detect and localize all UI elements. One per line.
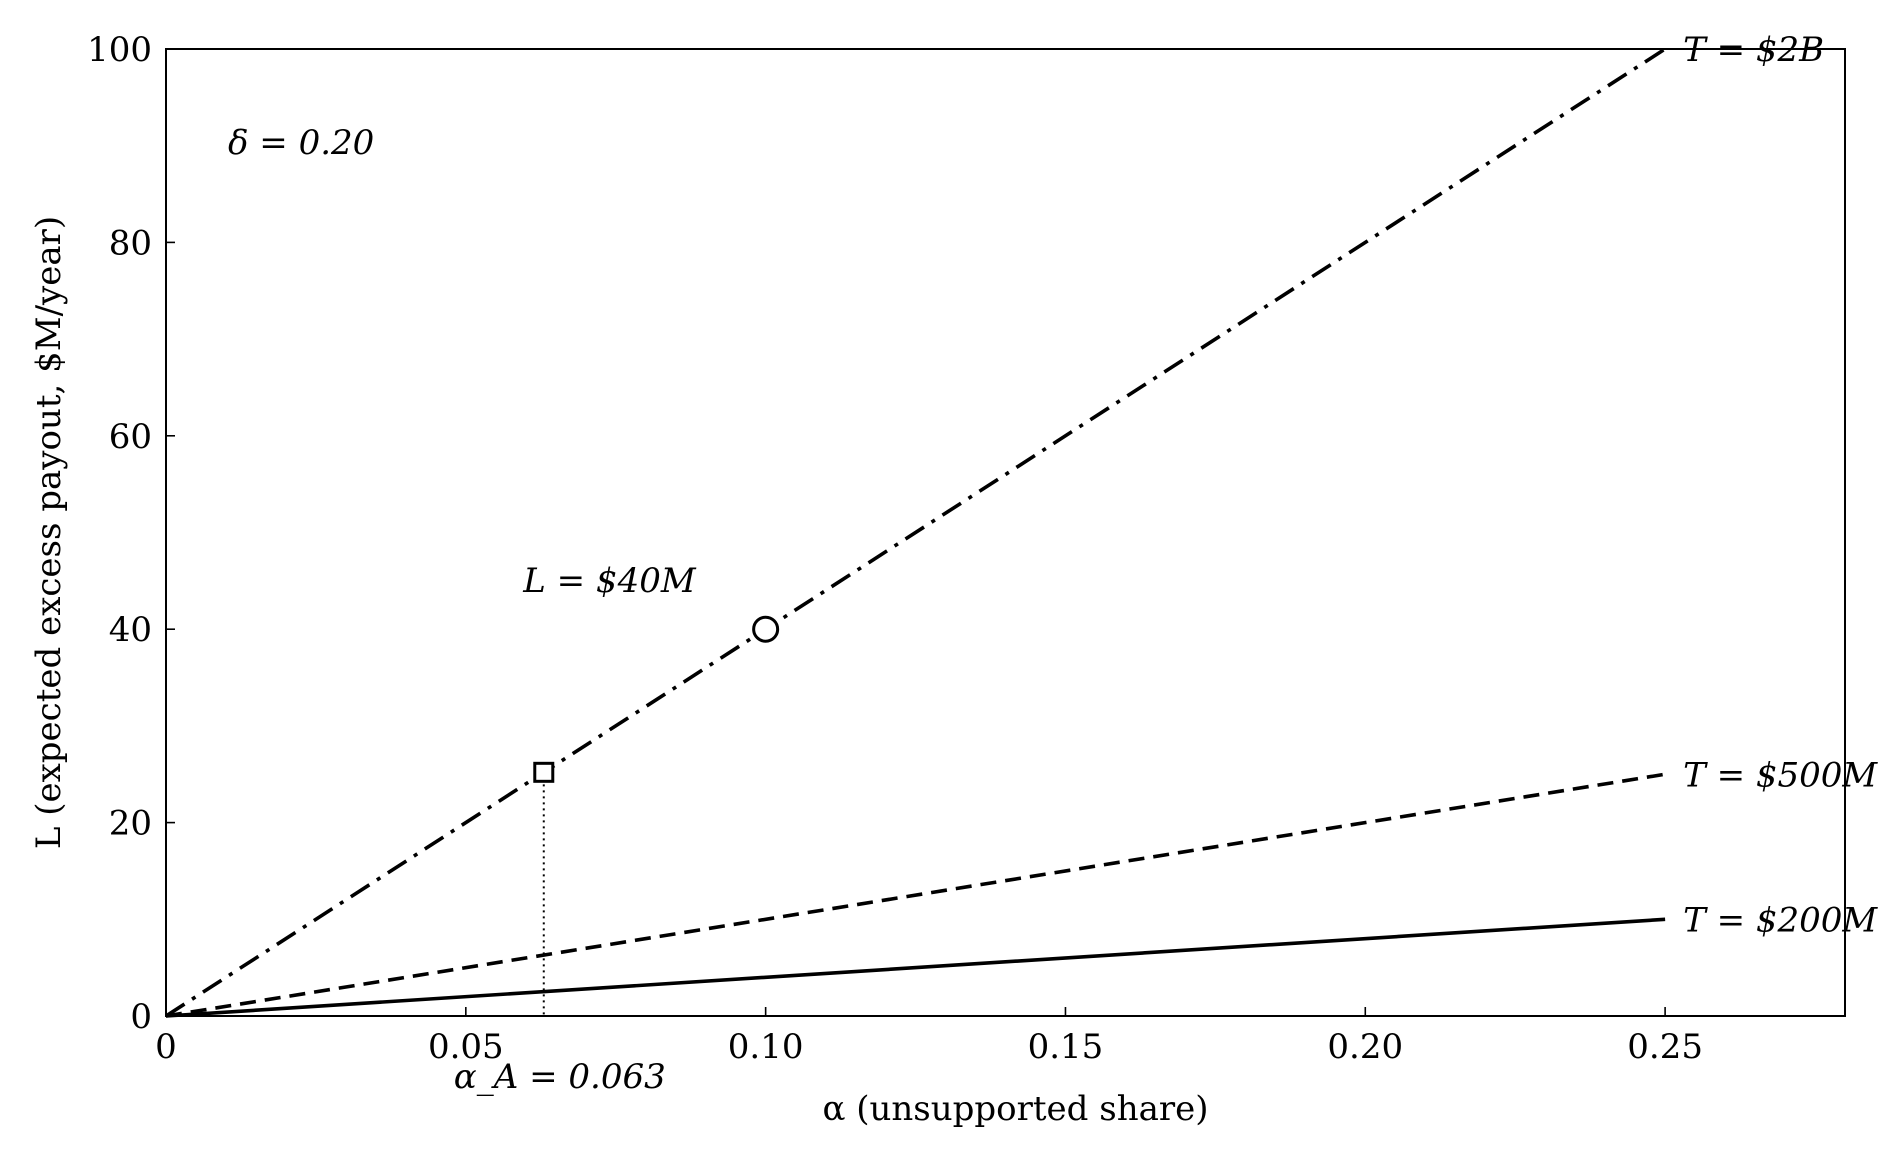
- y-tick-label: 60: [109, 417, 152, 457]
- plot-frame: [165, 48, 1846, 1017]
- x-tick-label: 0.25: [1627, 1027, 1703, 1067]
- marker-label: α_A = 0.063: [454, 1057, 666, 1097]
- plot-area: 0 0.05 0.10 0.15 0.20 0.25 0 20 40 60 80 100 α (unsu…: [29, 30, 1878, 1129]
- y-axis-title: L (expected excess payout, $M/year): [29, 216, 69, 849]
- x-tick-label: 0.10: [728, 1027, 804, 1067]
- series-label: T = $200M: [1683, 900, 1878, 940]
- y-tick-label: 100: [87, 30, 152, 70]
- series-line: [165, 917, 1666, 1018]
- series-line: [165, 772, 1666, 1018]
- y-tick-label: 80: [109, 223, 152, 263]
- x-tick-label: 0.15: [1028, 1027, 1104, 1067]
- x-tick-label: 0.05: [428, 1027, 504, 1067]
- x-tick-label: 0: [155, 1027, 177, 1067]
- series-line: [165, 47, 1667, 1018]
- y-tick-label: 0: [130, 997, 152, 1037]
- y-tick-label: 40: [109, 610, 152, 650]
- marker-square: [533, 761, 555, 783]
- delta-annotation: δ = 0.20: [228, 123, 374, 163]
- y-tick-label: 20: [109, 804, 152, 844]
- x-tick-label: 0.20: [1327, 1027, 1403, 1067]
- marker-label: L = $40M: [522, 561, 697, 601]
- x-axis-title: α (unsupported share): [822, 1089, 1208, 1129]
- series-label: T = $500M: [1683, 755, 1878, 795]
- marker-circle: [752, 615, 780, 643]
- series-label: T = $2B: [1683, 30, 1824, 70]
